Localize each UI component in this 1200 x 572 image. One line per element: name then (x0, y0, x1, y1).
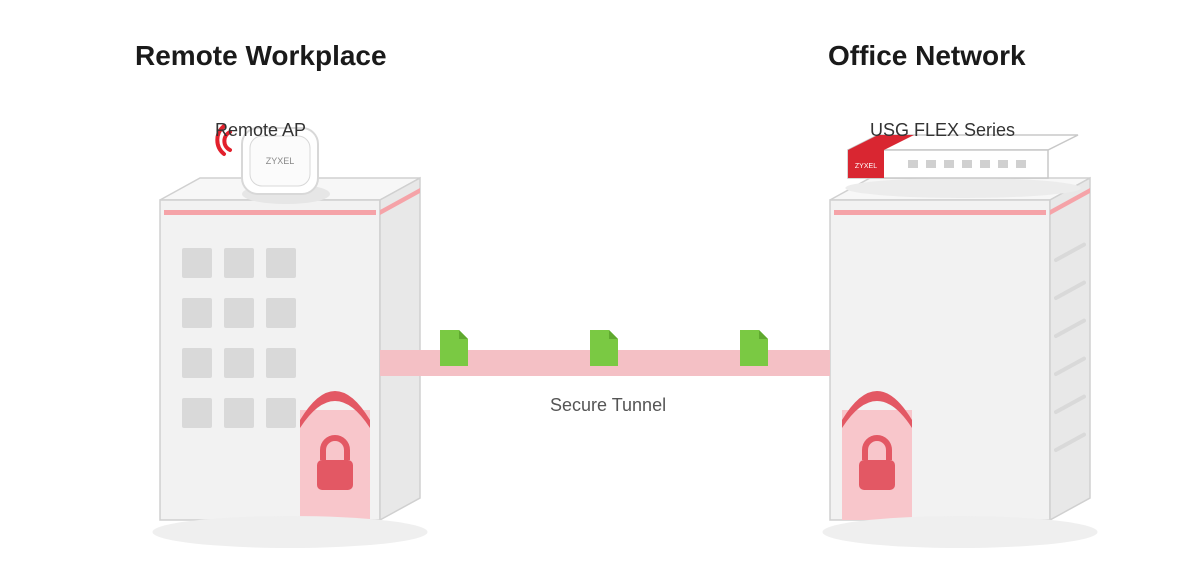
tunnel-label: Secure Tunnel (550, 395, 666, 416)
left-subtitle: Remote AP (215, 120, 306, 141)
right-title: Office Network (828, 40, 1026, 72)
file-icon (740, 330, 768, 366)
ap-brand-label: ZYXEL (266, 156, 295, 166)
right-subtitle: USG FLEX Series (870, 120, 1015, 141)
right-building (823, 178, 1098, 548)
firewall-brand-label: ZYXEL (855, 163, 877, 170)
network-diagram: ZYXEL ZYXEL (0, 0, 1200, 572)
file-icon (590, 330, 618, 366)
usg-flex-device: ZYXEL (845, 135, 1080, 198)
file-icon (440, 330, 468, 366)
left-title: Remote Workplace (135, 40, 387, 72)
